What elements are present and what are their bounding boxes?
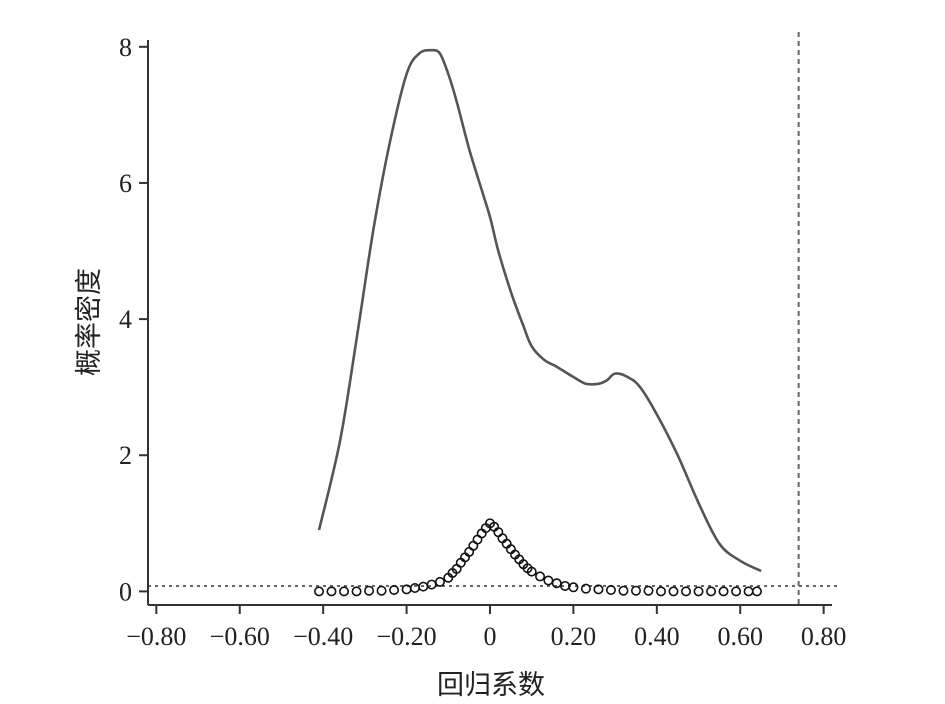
x-tick-label: 0.20 — [551, 622, 597, 651]
data-point — [655, 586, 666, 597]
data-point — [668, 586, 679, 597]
data-point — [568, 582, 579, 593]
x-tick-label: 0 — [484, 622, 497, 651]
data-point — [605, 585, 616, 596]
y-tick-label: 0 — [119, 577, 132, 606]
data-point — [364, 585, 375, 596]
data-point — [580, 583, 591, 594]
data-point — [535, 571, 546, 582]
data-point — [339, 586, 350, 597]
data-point — [313, 586, 324, 597]
data-point — [751, 586, 762, 597]
data-point — [718, 586, 729, 597]
x-axis-title: 回归系数 — [437, 670, 545, 701]
data-point — [434, 576, 445, 587]
x-tick-label: 0.80 — [801, 622, 847, 651]
data-point — [526, 566, 537, 577]
data-point — [426, 579, 437, 590]
reference-lines — [148, 32, 838, 605]
x-tick-label: −0.80 — [126, 622, 186, 651]
data-point — [351, 586, 362, 597]
data-point — [618, 585, 629, 596]
data-point — [543, 575, 554, 586]
x-tick-label: 0.40 — [634, 622, 680, 651]
data-point — [643, 585, 654, 596]
data-point — [693, 586, 704, 597]
data-point — [630, 585, 641, 596]
data-point — [731, 586, 742, 597]
y-axis-title: 概率密度 — [74, 268, 105, 376]
data-point — [743, 586, 754, 597]
x-tick-label: 0.60 — [717, 622, 763, 651]
data-point — [401, 584, 412, 595]
series — [313, 48, 762, 597]
y-tick-label: 4 — [119, 305, 132, 334]
x-tick-label: −0.40 — [293, 622, 353, 651]
ticks: −0.80 −0.60 −0.40 −0.20 0 0.20 0.40 0.60 0.80 0 2 4… — [119, 33, 846, 651]
x-tick-label: −0.60 — [210, 622, 270, 651]
x-tick-label: −0.20 — [376, 622, 436, 651]
data-point — [376, 585, 387, 596]
data-point — [681, 586, 692, 597]
axes — [147, 40, 832, 606]
data-point — [706, 586, 717, 597]
y-tick-label: 2 — [119, 441, 132, 470]
y-tick-label: 6 — [119, 169, 132, 198]
y-tick-label: 8 — [119, 33, 132, 62]
density-curve — [317, 48, 762, 573]
data-point — [326, 586, 337, 597]
data-point — [593, 584, 604, 595]
data-point — [389, 585, 400, 596]
